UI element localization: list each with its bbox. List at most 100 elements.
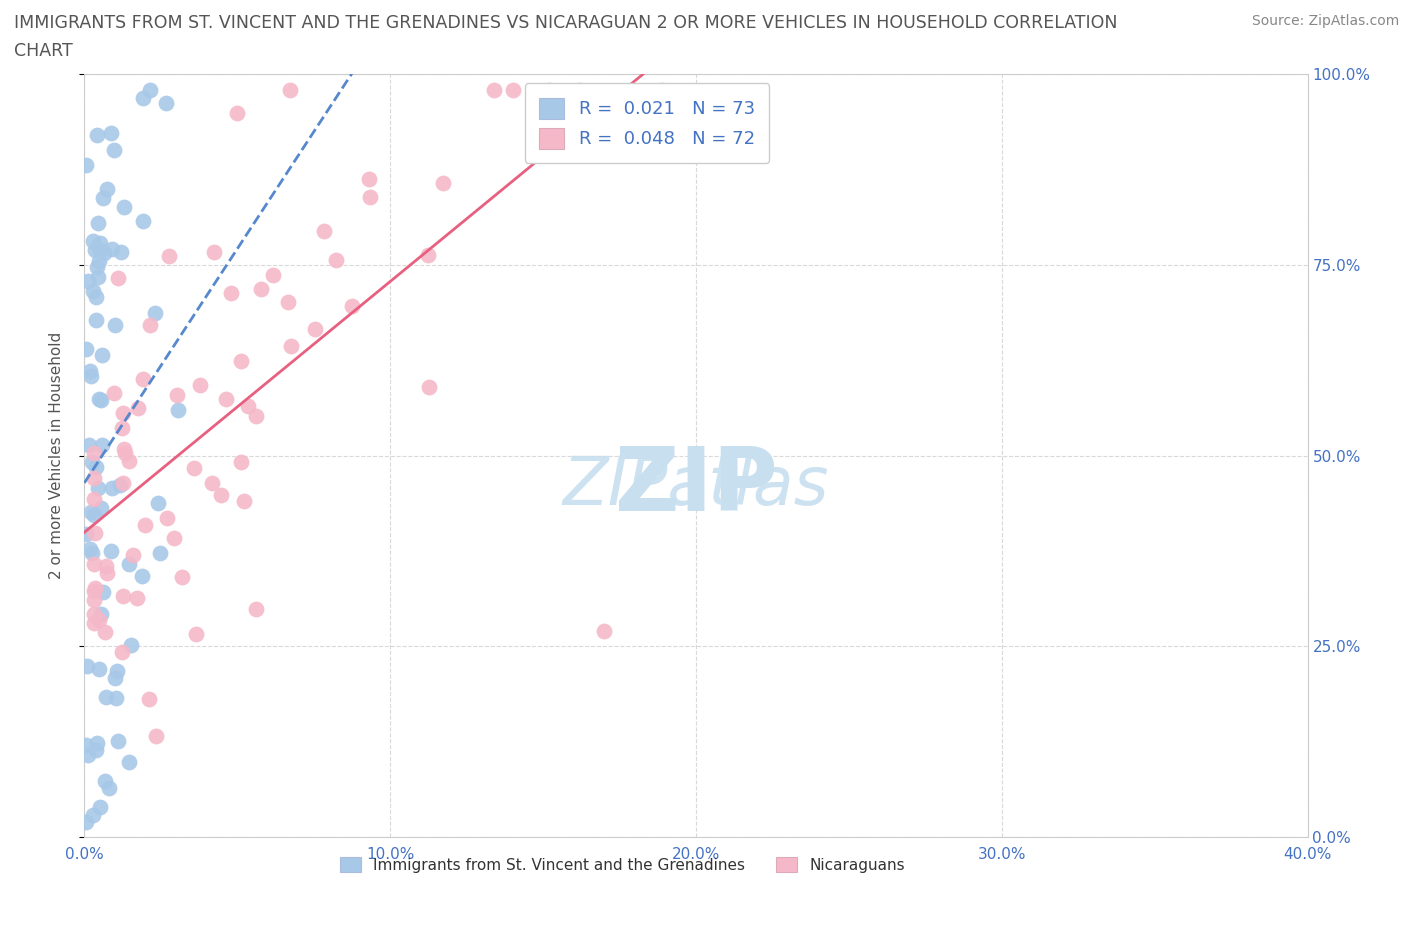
Point: [432, 176, 454, 191]
Point: [79, 541, 101, 556]
Point: [209, 488, 232, 503]
Point: [107, 271, 129, 286]
Point: [312, 224, 335, 239]
Point: [83, 445, 105, 460]
Point: [87, 253, 110, 268]
Point: [83, 525, 105, 540]
Point: [157, 249, 180, 264]
Point: [166, 403, 188, 418]
Point: [229, 455, 252, 470]
Point: [84, 459, 107, 474]
Point: [139, 318, 162, 333]
Point: [149, 546, 172, 561]
Point: [131, 568, 153, 583]
Point: [87, 270, 110, 285]
Point: [94, 625, 117, 640]
Point: [122, 548, 145, 563]
Point: [75, 158, 97, 173]
Point: [139, 82, 162, 97]
Point: [651, 82, 673, 97]
Point: [82, 234, 104, 249]
Point: [111, 644, 134, 659]
Point: [104, 691, 127, 706]
Point: [98, 780, 121, 795]
Point: [143, 305, 166, 320]
Point: [236, 399, 259, 414]
Point: [172, 569, 194, 584]
Point: [89, 661, 111, 676]
Point: [87, 480, 110, 495]
Point: [83, 557, 105, 572]
Point: [90, 501, 112, 516]
Point: [112, 476, 135, 491]
Point: [325, 252, 347, 267]
Point: [262, 268, 284, 283]
Point: [96, 565, 118, 580]
Point: [482, 82, 505, 97]
Point: [76, 747, 98, 762]
Point: [75, 341, 97, 356]
Point: [188, 378, 211, 392]
Point: [593, 624, 616, 639]
Point: [89, 800, 111, 815]
Point: [537, 82, 560, 97]
Point: [118, 454, 141, 469]
Point: [86, 259, 108, 274]
Point: [155, 95, 177, 110]
Text: Source: ZipAtlas.com: Source: ZipAtlas.com: [1251, 14, 1399, 28]
Point: [75, 815, 97, 830]
Point: [226, 105, 249, 120]
Point: [108, 478, 131, 493]
Point: [103, 142, 125, 157]
Point: [280, 339, 302, 353]
Point: [163, 531, 186, 546]
Point: [76, 273, 98, 288]
Point: [96, 182, 118, 197]
Point: [120, 638, 142, 653]
Point: [112, 199, 135, 214]
Point: [82, 808, 104, 823]
Point: [80, 369, 103, 384]
Point: [118, 556, 141, 571]
Point: [127, 591, 149, 605]
Point: [112, 588, 135, 603]
Point: [100, 126, 122, 140]
Point: [100, 543, 122, 558]
Point: [111, 420, 134, 435]
Point: [83, 583, 105, 598]
Point: [221, 286, 243, 300]
Point: [568, 82, 591, 97]
Point: [79, 364, 101, 379]
Point: [93, 246, 115, 260]
Point: [166, 388, 188, 403]
Point: [91, 191, 114, 206]
Point: [134, 518, 156, 533]
Point: [132, 213, 155, 228]
Point: [83, 508, 105, 523]
Point: [232, 493, 254, 508]
Point: [277, 294, 299, 309]
Point: [231, 353, 253, 368]
Point: [91, 585, 114, 600]
Point: [214, 392, 236, 406]
Point: [156, 511, 179, 525]
Point: [304, 321, 326, 336]
Point: [104, 317, 127, 332]
Point: [183, 460, 205, 475]
Point: [80, 505, 103, 520]
Y-axis label: 2 or more Vehicles in Household: 2 or more Vehicles in Household: [49, 332, 63, 579]
Point: [201, 475, 224, 490]
Point: [90, 606, 112, 621]
Point: [114, 445, 136, 460]
Point: [110, 245, 132, 259]
Point: [89, 243, 111, 258]
Point: [75, 737, 97, 752]
Point: [145, 729, 167, 744]
Text: ZIPatlas: ZIPatlas: [562, 453, 830, 519]
Text: ZIP: ZIP: [614, 443, 778, 530]
Point: [86, 736, 108, 751]
Point: [146, 496, 169, 511]
Point: [359, 171, 381, 186]
Point: [90, 393, 112, 408]
Point: [186, 626, 208, 641]
